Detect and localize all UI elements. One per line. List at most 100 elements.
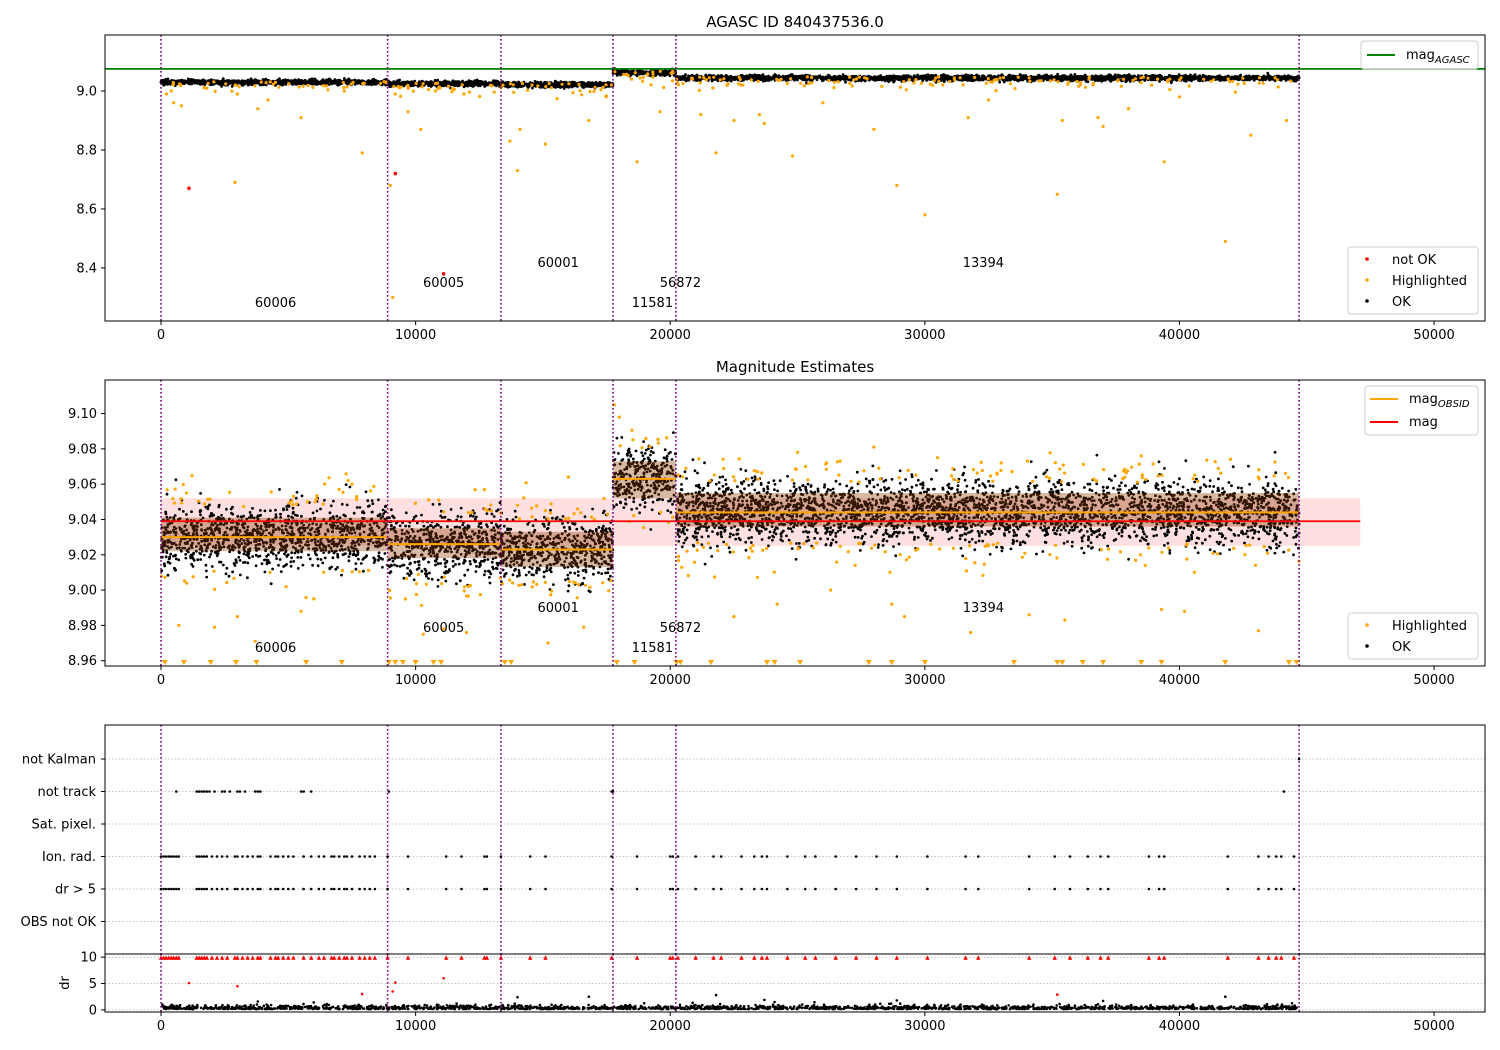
ok-point [845,77,848,80]
ok-point [1250,77,1253,81]
ok-point [1158,73,1162,77]
ok-point [1101,78,1105,82]
ok-point [430,80,433,83]
ok-point [479,80,483,84]
ok-point [1022,74,1025,78]
ok-point [313,80,316,84]
ok-point [373,82,377,86]
ok-point [450,83,454,86]
ok-point [905,78,908,82]
ok-point [559,80,563,84]
ok-point [319,80,323,84]
ok-point [475,82,479,86]
ok-point [929,74,933,77]
ok-point [1245,74,1248,78]
ok-point [166,77,170,81]
ok-point [444,82,447,86]
ok-point [347,77,351,81]
ok-point [1004,77,1008,80]
ok-point [1269,75,1273,79]
ok-point [793,75,797,78]
ok-point [1061,75,1064,79]
ok-point [470,82,474,86]
ok-point [793,78,796,82]
ok-point [600,83,603,87]
ok-point [282,79,286,83]
ok-point [254,79,258,82]
ok-point [842,76,846,79]
ok-point [163,82,167,86]
ok-point [550,83,553,87]
ok-point [471,85,475,88]
ok-point [596,83,600,87]
ok-point [886,76,890,80]
ok-point [316,82,319,86]
ok-point [326,82,329,85]
ok-point [1296,78,1299,82]
ok-point [803,78,807,81]
panel-1-title: AGASC ID 840437536.0 [706,13,884,31]
ok-point [343,77,346,80]
ok-point [1084,79,1088,83]
ok-point [1177,75,1180,79]
highlighted-point [345,85,349,89]
ok-point [1262,76,1266,79]
ok-point [868,78,871,82]
ok-point [1288,76,1292,80]
ok-point [1182,75,1186,79]
ok-point [821,79,824,83]
ok-point [1130,75,1134,79]
ok-point [898,75,902,79]
ok-point [314,78,318,82]
ok-point [754,77,758,81]
ok-point [1266,76,1270,80]
ok-point [1046,78,1050,82]
ok-point [844,80,847,84]
agasc-magnitude-panel: AGASC ID 840437536.0 6000660005600011158… [76,13,1486,343]
ok-point [164,78,168,81]
ok-point [1252,78,1256,82]
ok-point [867,74,870,78]
ok-point [521,84,524,88]
ok-point [493,83,496,87]
ok-point [1113,73,1117,77]
ok-point [556,84,560,88]
ok-point [468,80,471,84]
ok-point [1205,75,1209,79]
ok-point [264,77,268,81]
ok-point [949,75,953,79]
ok-point [1174,75,1177,79]
ok-point [997,74,1000,78]
ok-point [927,77,931,81]
ok-point [616,72,620,75]
highlighted-point [1037,79,1041,83]
highlighted-point [1139,76,1143,80]
ok-point [683,74,687,78]
ok-point [570,82,573,86]
ok-point [229,79,233,83]
ok-point [1279,76,1283,80]
ok-point [328,79,332,82]
ok-point [463,81,467,85]
ok-point [244,79,248,83]
ok-point [276,79,280,82]
ok-point [409,81,413,85]
highlighted-point [852,78,856,82]
ok-point [334,79,338,83]
ok-point [981,78,985,82]
ok-point [836,77,840,81]
ok-point [295,81,299,85]
ok-point [1098,74,1102,78]
ok-point [1002,80,1006,84]
ok-point [174,82,178,86]
ok-point [563,82,567,86]
ok-point [819,76,823,80]
ok-point [731,77,735,81]
ok-point [552,82,555,86]
ok-point [695,73,699,77]
ok-point [870,76,874,80]
ok-point [242,82,246,86]
ok-point [411,82,415,85]
ok-point [252,80,255,84]
ok-point [1069,73,1073,77]
